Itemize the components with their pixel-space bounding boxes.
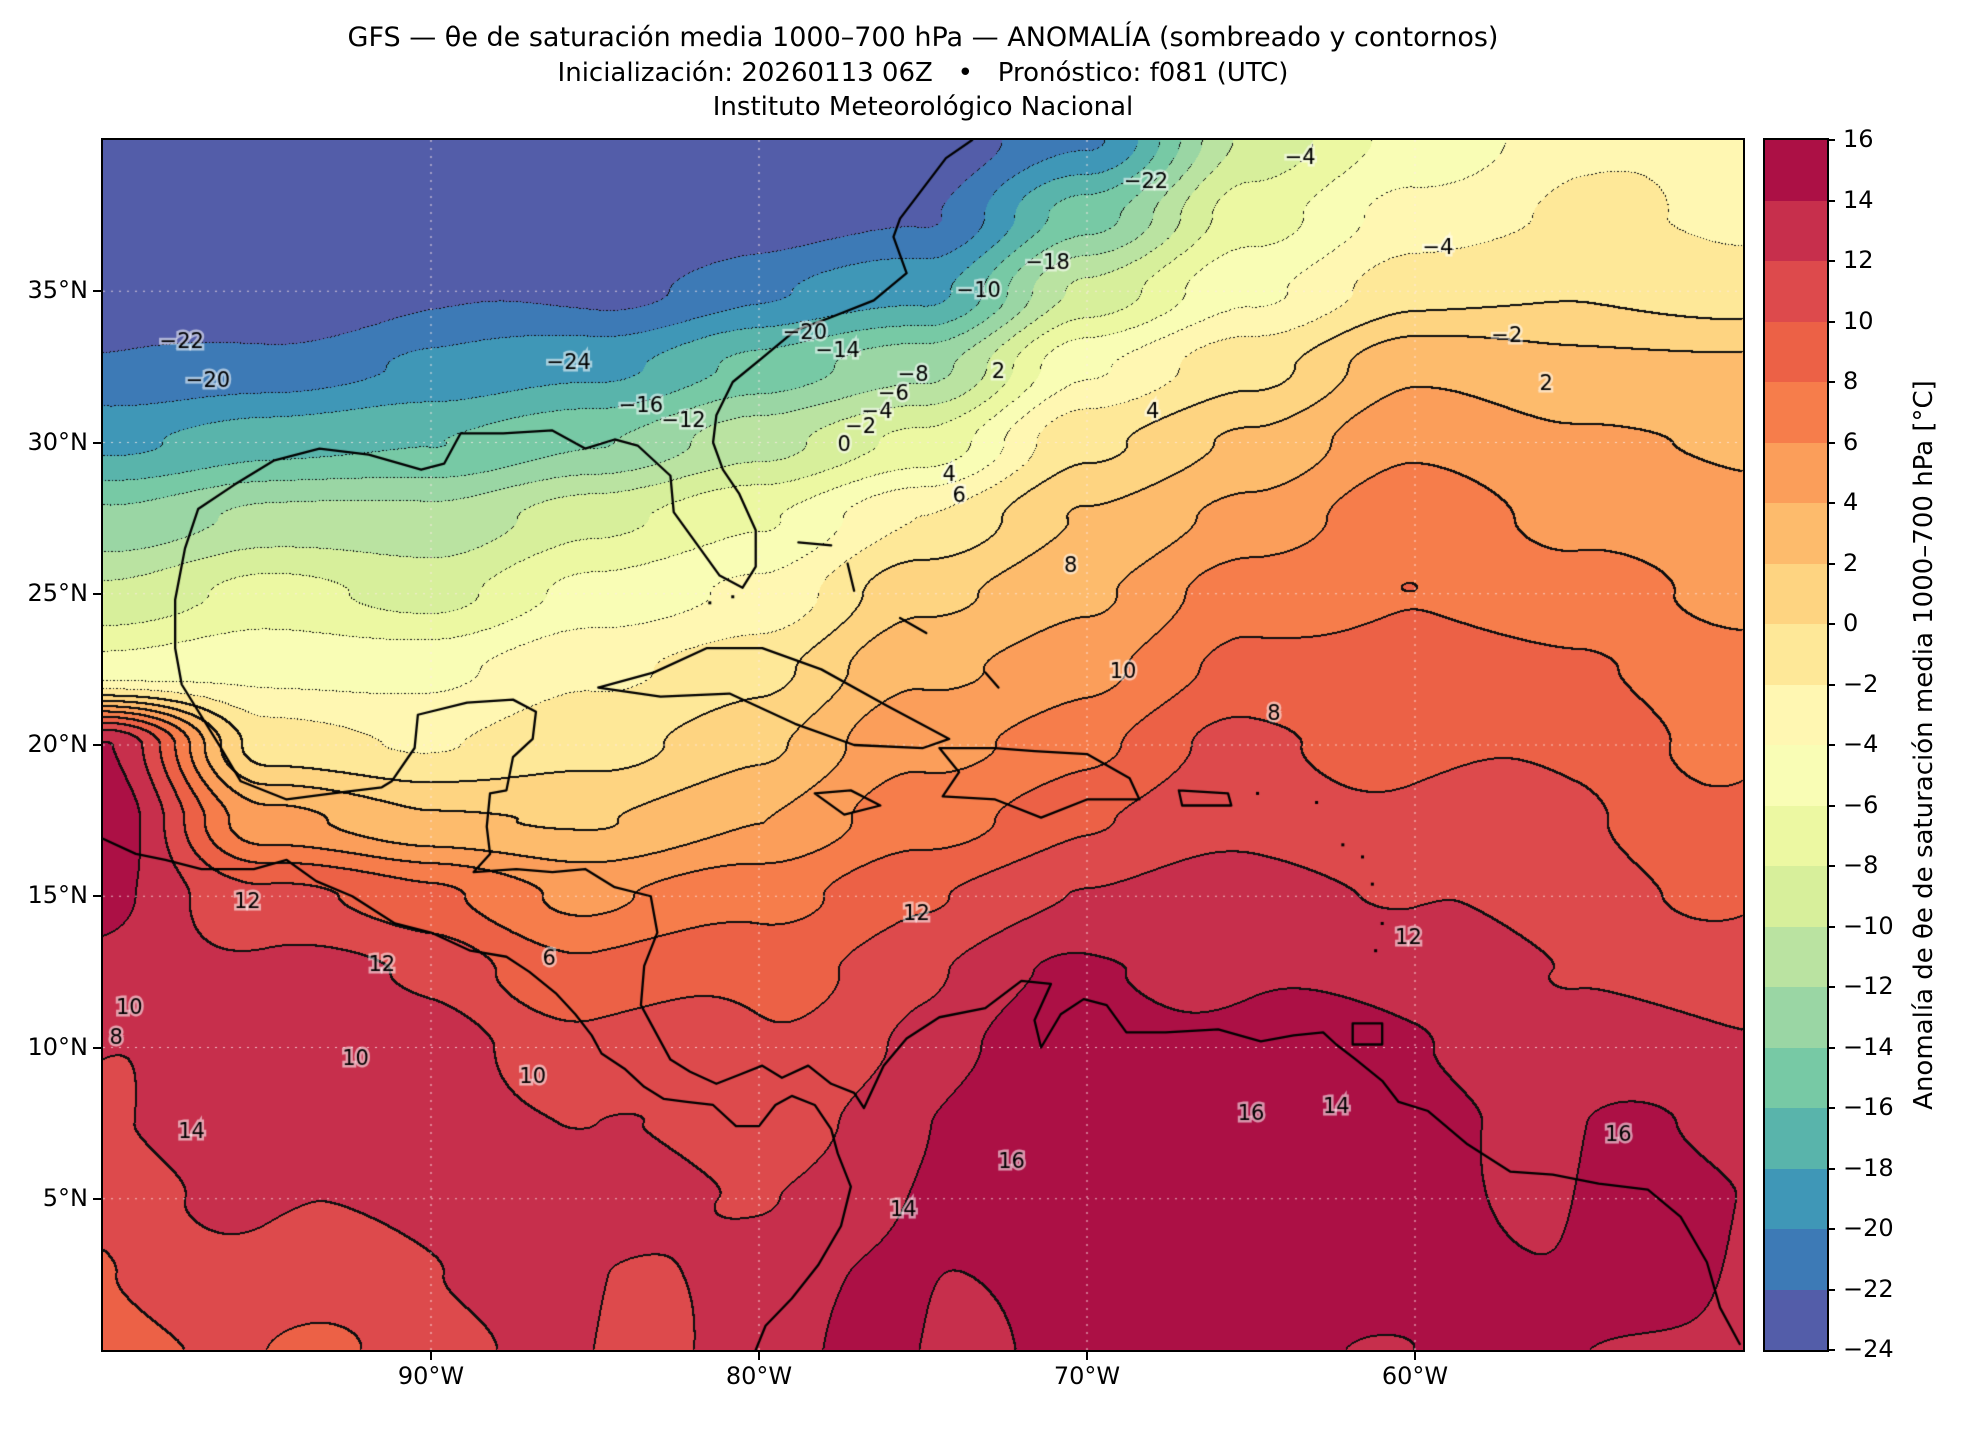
lat-tick-label: 25°N	[27, 578, 89, 607]
lon-tick-mark	[430, 1352, 432, 1360]
lat-tick-mark	[93, 895, 101, 898]
lon-tick-mark	[1414, 1352, 1416, 1360]
colorbar-tick-mark	[1827, 986, 1835, 988]
colorbar-band	[1765, 1289, 1827, 1350]
colorbar-tick-label: −18	[1843, 1153, 1894, 1182]
lat-tick-label: 15°N	[27, 881, 89, 910]
lat-tick-mark	[93, 441, 101, 444]
colorbar-band	[1765, 503, 1827, 564]
colorbar-band	[1765, 382, 1827, 443]
colorbar-band	[1765, 200, 1827, 261]
colorbar-tick-mark	[1827, 1167, 1835, 1170]
lat-tick-label: 10°N	[27, 1032, 89, 1061]
colorbar-band	[1765, 1047, 1827, 1108]
colorbar-band	[1765, 563, 1827, 624]
colorbar-tick-mark	[1827, 744, 1835, 746]
lon-tick-label: 60°W	[1381, 1362, 1449, 1390]
lon-tick-mark	[758, 1352, 760, 1360]
colorbar-tick-mark	[1827, 260, 1835, 262]
colorbar-band	[1765, 442, 1827, 503]
colorbar-band	[1765, 926, 1827, 987]
page-title: GFS — θe de saturación media 1000–700 hP…	[347, 22, 1499, 53]
colorbar-tick-label: −14	[1843, 1032, 1894, 1061]
colorbar-tick-mark	[1827, 925, 1835, 928]
colorbar-label: Anomalía de θe de saturación media 1000–…	[1909, 380, 1939, 1110]
colorbar-tick-label: −22	[1843, 1274, 1894, 1303]
lat-tick-mark	[93, 592, 101, 595]
colorbar-tick-label: −4	[1843, 730, 1879, 758]
colorbar-tick-label: −12	[1843, 972, 1894, 1000]
colorbar-band	[1765, 321, 1827, 382]
lon-tick-label: 90°W	[397, 1362, 465, 1390]
lat-tick-mark	[93, 290, 101, 293]
colorbar-tick-mark	[1827, 562, 1835, 565]
colorbar-tick-mark	[1827, 320, 1835, 323]
colorbar-tick-mark	[1827, 441, 1835, 444]
lat-tick-mark	[93, 1197, 101, 1200]
colorbar-tick-mark	[1827, 865, 1835, 867]
colorbar-tick-label: 10	[1843, 306, 1874, 335]
colorbar-band	[1765, 805, 1827, 866]
colorbar-tick-label: −20	[1843, 1214, 1894, 1242]
colorbar-band	[1765, 684, 1827, 745]
colorbar-bands	[1765, 140, 1827, 1350]
colorbar-tick-mark	[1827, 502, 1835, 504]
colorbar-band	[1765, 624, 1827, 685]
colorbar-band	[1765, 745, 1827, 806]
colorbar-band	[1765, 140, 1827, 201]
colorbar-tick-mark	[1827, 381, 1835, 383]
colorbar-band	[1765, 987, 1827, 1048]
colorbar-tick-mark	[1827, 1228, 1835, 1230]
map-canvas	[103, 140, 1743, 1350]
map-plot-area	[101, 138, 1745, 1352]
colorbar-tick-mark	[1827, 139, 1835, 141]
colorbar-tick-label: 14	[1843, 185, 1874, 214]
lat-tick-mark	[93, 744, 101, 746]
lat-tick-label: 5°N	[42, 1183, 88, 1212]
colorbar-tick-mark	[1827, 1349, 1835, 1351]
colorbar-tick-label: −24	[1843, 1335, 1894, 1363]
colorbar-band	[1765, 1108, 1827, 1169]
colorbar-tick-label: −10	[1843, 911, 1894, 940]
colorbar-tick-label: −6	[1843, 790, 1879, 819]
lon-tick-mark	[1086, 1352, 1088, 1360]
colorbar-tick-mark	[1827, 1046, 1835, 1049]
lat-tick-label: 20°N	[27, 730, 89, 758]
colorbar-tick-mark	[1827, 683, 1835, 686]
colorbar-tick-label: −16	[1843, 1093, 1894, 1121]
colorbar-tick-label: 6	[1843, 427, 1859, 456]
colorbar	[1763, 138, 1829, 1352]
colorbar-tick-mark	[1827, 1107, 1835, 1109]
colorbar-band	[1765, 1229, 1827, 1290]
colorbar-tick-label: 12	[1843, 246, 1874, 274]
colorbar-tick-mark	[1827, 1288, 1835, 1291]
institution-title: Instituto Meteorológico Nacional	[712, 92, 1134, 122]
lat-tick-label: 35°N	[27, 276, 89, 305]
lat-tick-label: 30°N	[27, 427, 89, 456]
page-subtitle: Inicialización: 20260113 06Z • Pronóstic…	[557, 58, 1289, 88]
colorbar-tick-mark	[1827, 199, 1835, 202]
colorbar-tick-label: 2	[1843, 548, 1859, 577]
colorbar-tick-label: −2	[1843, 669, 1879, 698]
colorbar-band	[1765, 866, 1827, 927]
colorbar-tick-mark	[1827, 623, 1835, 625]
colorbar-tick-label: 0	[1843, 609, 1859, 637]
lon-tick-label: 70°W	[1053, 1362, 1121, 1390]
colorbar-tick-label: 8	[1843, 367, 1859, 395]
colorbar-band	[1765, 261, 1827, 322]
lat-tick-mark	[93, 1046, 101, 1049]
lon-tick-label: 80°W	[725, 1362, 793, 1390]
colorbar-tick-label: 16	[1843, 125, 1874, 153]
colorbar-tick-label: 4	[1843, 488, 1859, 516]
colorbar-band	[1765, 1168, 1827, 1229]
colorbar-tick-label: −8	[1843, 851, 1879, 879]
colorbar-tick-mark	[1827, 804, 1835, 807]
